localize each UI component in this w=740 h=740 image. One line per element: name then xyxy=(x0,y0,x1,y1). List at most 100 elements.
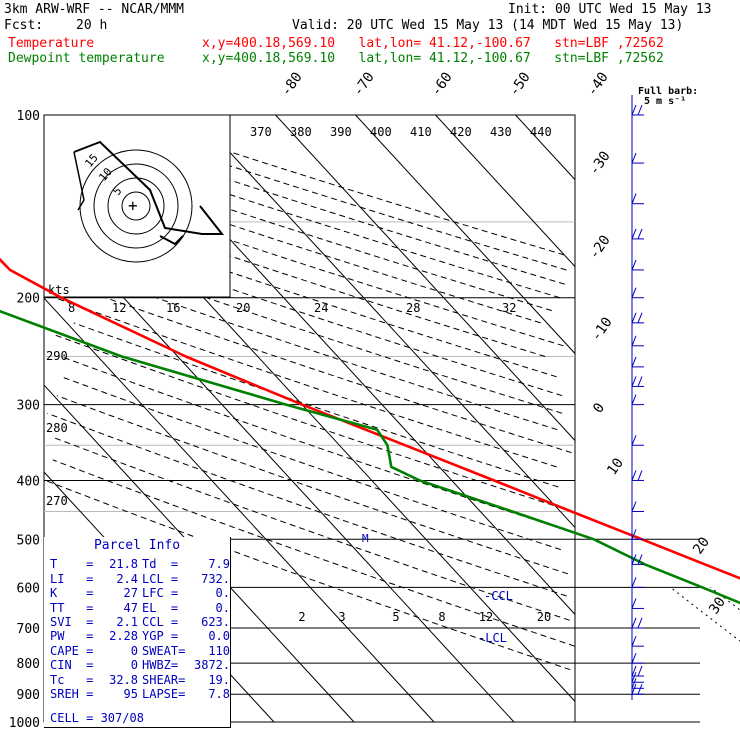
pressure-label: 500 xyxy=(17,533,40,548)
mixing-ratio-label: 3 xyxy=(338,610,345,624)
isotherm-line xyxy=(195,114,576,528)
theta-label: 410 xyxy=(410,125,432,139)
wind-barb-flag xyxy=(637,554,643,565)
parcel-row: CAPE = 0 SWEAT= 110 xyxy=(44,644,230,658)
parcel-row: T = 21.8 Td = 7.9 xyxy=(44,557,230,571)
parcel-v1: 2.28 xyxy=(109,629,138,644)
parcel-v2: 623. xyxy=(201,615,230,630)
dewpoint-legend: Dewpoint temperature xyxy=(8,51,165,66)
dewpoint-profile xyxy=(0,309,740,605)
wind-barb-flag xyxy=(631,665,637,677)
dry-adiabat-label: 270 xyxy=(46,494,68,508)
mixing-ratio-label: 5 xyxy=(392,610,399,624)
parcel-k1: K = xyxy=(50,586,94,601)
dry-adiabat xyxy=(53,437,570,621)
parcel-k1: SREH = xyxy=(50,687,94,702)
parcel-row: PW = 2.28 YGP = 0.0 xyxy=(44,629,230,643)
wind-barb-flag xyxy=(631,554,637,565)
parcel-info-title: Parcel Info xyxy=(93,538,181,553)
parcel-v1: 32.8 xyxy=(109,672,138,687)
wind-barb-flag xyxy=(631,617,637,629)
pressure-label: 100 xyxy=(17,109,40,124)
wind-barb-flag xyxy=(637,684,643,695)
parcel-k1: TT = xyxy=(50,600,94,615)
theta-label: 430 xyxy=(490,125,512,139)
model-title: 3km ARW-WRF -- NCAR/MMM xyxy=(4,2,185,17)
wind-barb-flag xyxy=(637,228,643,240)
wind-barb-flag xyxy=(631,259,637,271)
init-time: Init: 00 UTC Wed 15 May 13 xyxy=(508,2,712,17)
wind-barb-flag xyxy=(631,635,637,647)
wind-barb-flag xyxy=(631,577,637,588)
pressure-label: 400 xyxy=(17,474,40,489)
theta-label: 380 xyxy=(290,125,312,139)
wind-barb-flag xyxy=(631,598,637,609)
dry-adiabat xyxy=(47,412,567,597)
pressure-label: 700 xyxy=(17,622,40,637)
parcel-v2: 3872. xyxy=(194,658,231,673)
parcel-v2: 0. xyxy=(215,600,230,615)
parcel-v1: 21.8 xyxy=(109,557,138,572)
isotherm-line xyxy=(43,297,435,723)
wind-legend-title: Full barb: xyxy=(638,86,698,97)
wind-barb-flag xyxy=(631,470,637,481)
parcel-v1: 2.4 xyxy=(116,571,138,586)
mixing-ratio-line xyxy=(670,586,740,642)
dry-adiabat xyxy=(67,283,572,454)
hodograph-speed-label: 20 xyxy=(236,301,250,315)
parcel-v2: 110 xyxy=(208,643,230,658)
parcel-v2: 19. xyxy=(208,672,230,687)
lcl-marker: -LCL xyxy=(478,631,507,645)
mixing-ratio-label: 8 xyxy=(438,610,445,624)
isotherm-label: -60 xyxy=(428,69,456,99)
parcel-row: K = 27 LFC = 0. xyxy=(44,586,230,600)
wind-barb-flag xyxy=(631,501,637,512)
dry-adiabat xyxy=(45,480,571,671)
parcel-v2: 732. xyxy=(201,571,230,586)
wind-barb-flag xyxy=(637,104,643,116)
parcel-k1: CIN = xyxy=(50,658,94,673)
parcel-row: SVI = 2.1 CCL = 623. xyxy=(44,615,230,629)
hodograph-speed-label: 24 xyxy=(314,301,328,315)
parcel-row: Tc = 32.8 SHEAR= 19. xyxy=(44,673,230,687)
isotherm-line xyxy=(515,114,576,180)
hodograph-trace xyxy=(73,140,225,235)
parcel-v1: 0 xyxy=(130,658,138,673)
hodograph-hook xyxy=(159,235,184,246)
wind-barb-flag xyxy=(631,152,637,164)
isotherm-label: 10 xyxy=(604,455,627,478)
wind-barb-flag xyxy=(631,356,637,368)
wind-barb-flag xyxy=(631,684,637,695)
wind-barb-flag xyxy=(631,394,637,405)
temperature-legend: Temperature xyxy=(8,36,95,51)
isotherm-label: -20 xyxy=(586,232,614,262)
isotherm-label: -80 xyxy=(278,69,306,99)
ccl-marker: -CCL xyxy=(484,589,513,603)
wind-barb-flag xyxy=(631,678,637,689)
wind-barb-flag xyxy=(631,672,637,683)
dry-adiabat xyxy=(53,334,573,512)
wind-legend-units: 5 m s⁻¹ xyxy=(644,96,686,107)
dry-adiabat xyxy=(73,322,559,488)
hodograph-speed-label: 28 xyxy=(406,301,420,315)
theta-label: 400 xyxy=(370,125,392,139)
parcel-row: LI = 2.4 LCL = 732. xyxy=(44,572,230,586)
isotherm-label: -30 xyxy=(586,148,614,178)
dry-adiabat-label: 280 xyxy=(46,421,68,435)
parcel-k2: LFC = xyxy=(142,586,179,601)
isotherm-label: 30 xyxy=(706,594,729,617)
parcel-k2: SHEAR= xyxy=(142,672,186,687)
wind-barb-flag xyxy=(631,435,637,446)
isotherm-line xyxy=(435,114,576,267)
parcel-row: TT = 47 EL = 0. xyxy=(44,601,230,615)
parcel-v1: 27 xyxy=(123,586,138,601)
parcel-k1: PW = xyxy=(50,629,94,644)
pressure-label: 1000 xyxy=(9,716,40,731)
parcel-k2: LCL = xyxy=(142,571,179,586)
parcel-v2: 0.0 xyxy=(208,629,230,644)
parcel-v1: 95 xyxy=(123,687,138,702)
parcel-k2: LAPSE= xyxy=(142,687,186,702)
parcel-v1: 47 xyxy=(123,600,138,615)
parcel-k2: HWBZ= xyxy=(142,658,179,673)
dry-adiabat xyxy=(54,297,557,468)
